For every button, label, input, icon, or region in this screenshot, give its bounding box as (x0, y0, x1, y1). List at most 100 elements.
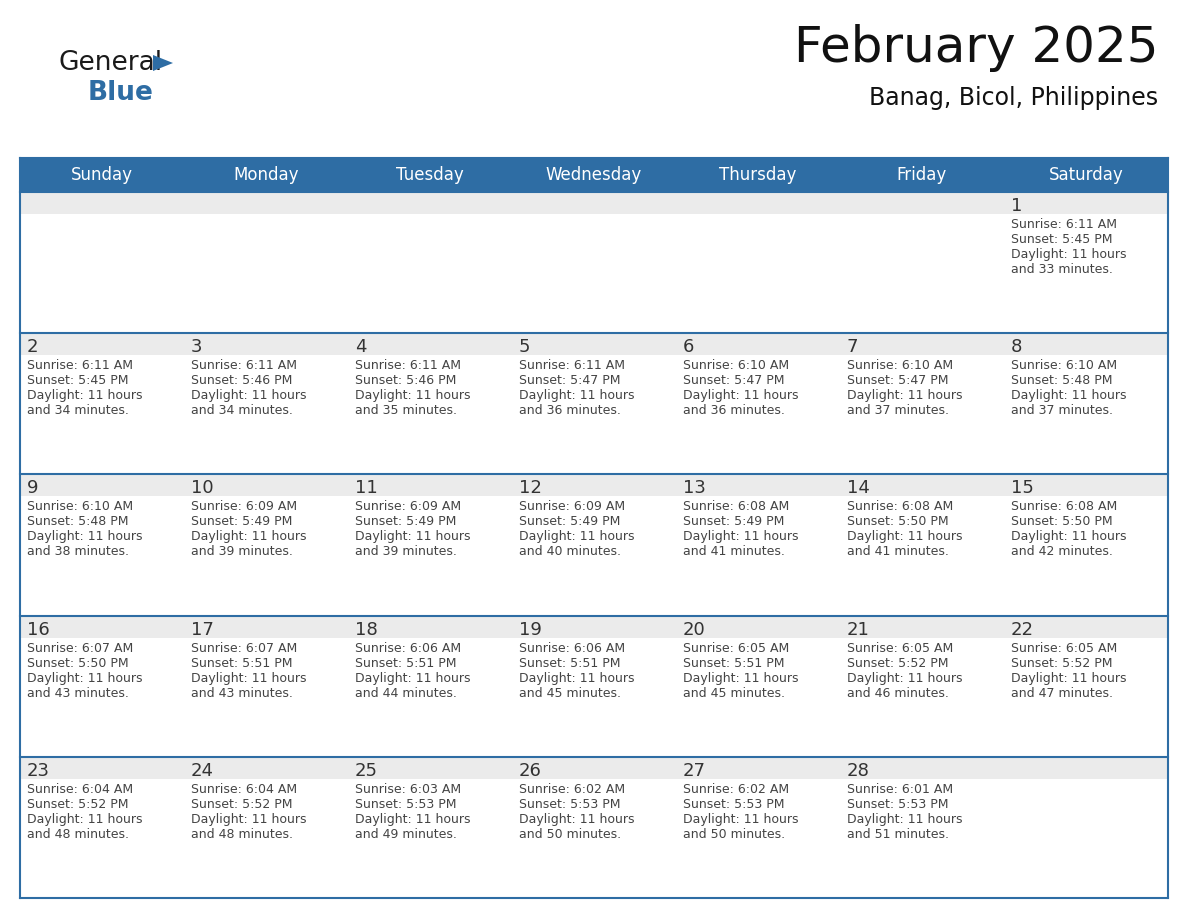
Bar (348, 497, 512, 616)
Text: 22: 22 (1011, 621, 1034, 639)
Bar (512, 192, 676, 214)
Text: Sunrise: 6:02 AM: Sunrise: 6:02 AM (519, 783, 625, 796)
Text: Sunrise: 6:06 AM: Sunrise: 6:06 AM (355, 642, 461, 655)
Bar (676, 475, 840, 497)
Bar (512, 638, 676, 756)
Text: Sunset: 5:51 PM: Sunset: 5:51 PM (519, 656, 620, 669)
Text: Daylight: 11 hours: Daylight: 11 hours (355, 531, 470, 543)
Bar (20, 192, 184, 214)
Bar (348, 756, 512, 778)
Text: Sunrise: 6:11 AM: Sunrise: 6:11 AM (27, 359, 133, 372)
Text: Sunset: 5:52 PM: Sunset: 5:52 PM (847, 656, 948, 669)
Bar (512, 778, 676, 898)
Bar (20, 333, 184, 475)
Bar (512, 333, 676, 475)
Bar (348, 214, 512, 333)
Bar (512, 616, 676, 638)
Text: 3: 3 (191, 338, 202, 356)
Text: Daylight: 11 hours: Daylight: 11 hours (847, 389, 962, 402)
Bar (676, 638, 840, 756)
Text: Sunrise: 6:04 AM: Sunrise: 6:04 AM (27, 783, 133, 796)
Bar (676, 497, 840, 616)
Text: Sunrise: 6:05 AM: Sunrise: 6:05 AM (683, 642, 789, 655)
Text: Tuesday: Tuesday (396, 166, 463, 184)
Polygon shape (153, 55, 173, 71)
Text: Sunrise: 6:01 AM: Sunrise: 6:01 AM (847, 783, 953, 796)
Text: 7: 7 (847, 338, 859, 356)
Text: 21: 21 (847, 621, 870, 639)
Text: 12: 12 (519, 479, 542, 498)
Text: Sunrise: 6:09 AM: Sunrise: 6:09 AM (191, 500, 297, 513)
Bar (512, 497, 676, 616)
Text: 27: 27 (683, 762, 706, 779)
Bar (348, 475, 512, 616)
Text: Daylight: 11 hours: Daylight: 11 hours (683, 812, 798, 826)
Bar (20, 616, 184, 756)
Text: and 36 minutes.: and 36 minutes. (683, 404, 785, 417)
Bar (840, 616, 1004, 756)
Text: Sunrise: 6:08 AM: Sunrise: 6:08 AM (1011, 500, 1117, 513)
Text: Sunset: 5:47 PM: Sunset: 5:47 PM (683, 375, 784, 387)
Text: and 47 minutes.: and 47 minutes. (1011, 687, 1113, 700)
Bar (20, 756, 184, 778)
Bar (348, 333, 512, 475)
Text: Daylight: 11 hours: Daylight: 11 hours (519, 672, 634, 685)
Text: and 48 minutes.: and 48 minutes. (191, 828, 293, 841)
Text: and 45 minutes.: and 45 minutes. (683, 687, 785, 700)
Text: Daylight: 11 hours: Daylight: 11 hours (847, 812, 962, 826)
Text: and 44 minutes.: and 44 minutes. (355, 687, 457, 700)
Bar (1004, 475, 1168, 497)
Bar (676, 475, 840, 616)
Bar (20, 616, 184, 638)
Text: Sunrise: 6:06 AM: Sunrise: 6:06 AM (519, 642, 625, 655)
Text: Sunrise: 6:03 AM: Sunrise: 6:03 AM (355, 783, 461, 796)
Text: and 41 minutes.: and 41 minutes. (847, 545, 949, 558)
Text: General: General (58, 50, 162, 76)
Text: and 41 minutes.: and 41 minutes. (683, 545, 785, 558)
Text: 24: 24 (191, 762, 214, 779)
Text: and 37 minutes.: and 37 minutes. (847, 404, 949, 417)
Text: Daylight: 11 hours: Daylight: 11 hours (1011, 531, 1126, 543)
Text: Monday: Monday (233, 166, 298, 184)
Text: Sunset: 5:48 PM: Sunset: 5:48 PM (27, 515, 128, 529)
Bar (184, 475, 348, 616)
Text: and 51 minutes.: and 51 minutes. (847, 828, 949, 841)
Bar (184, 333, 348, 475)
Text: Sunrise: 6:05 AM: Sunrise: 6:05 AM (1011, 642, 1117, 655)
Bar (840, 778, 1004, 898)
Text: Daylight: 11 hours: Daylight: 11 hours (191, 812, 307, 826)
Text: Daylight: 11 hours: Daylight: 11 hours (355, 672, 470, 685)
Text: 8: 8 (1011, 338, 1023, 356)
Text: Sunset: 5:53 PM: Sunset: 5:53 PM (519, 798, 620, 811)
Bar (184, 214, 348, 333)
Text: Sunrise: 6:02 AM: Sunrise: 6:02 AM (683, 783, 789, 796)
Bar (1004, 192, 1168, 333)
Bar (1004, 333, 1168, 475)
Bar (184, 638, 348, 756)
Text: 25: 25 (355, 762, 378, 779)
Text: and 39 minutes.: and 39 minutes. (191, 545, 293, 558)
Text: Sunrise: 6:09 AM: Sunrise: 6:09 AM (355, 500, 461, 513)
Bar (840, 192, 1004, 333)
Bar (676, 355, 840, 475)
Text: Sunrise: 6:07 AM: Sunrise: 6:07 AM (27, 642, 133, 655)
Text: Sunrise: 6:10 AM: Sunrise: 6:10 AM (27, 500, 133, 513)
Text: and 46 minutes.: and 46 minutes. (847, 687, 949, 700)
Text: and 45 minutes.: and 45 minutes. (519, 687, 621, 700)
Text: 4: 4 (355, 338, 367, 356)
Text: 15: 15 (1011, 479, 1034, 498)
Bar (348, 333, 512, 355)
Text: 2: 2 (27, 338, 38, 356)
Text: Sunset: 5:48 PM: Sunset: 5:48 PM (1011, 375, 1112, 387)
Bar (20, 475, 184, 616)
Bar (840, 638, 1004, 756)
Bar (184, 192, 348, 214)
Bar (840, 333, 1004, 355)
Text: Daylight: 11 hours: Daylight: 11 hours (847, 672, 962, 685)
Bar (1004, 497, 1168, 616)
Bar (676, 192, 840, 333)
Text: Sunset: 5:47 PM: Sunset: 5:47 PM (847, 375, 948, 387)
Bar (1004, 756, 1168, 778)
Bar (840, 333, 1004, 475)
Text: Daylight: 11 hours: Daylight: 11 hours (27, 672, 143, 685)
